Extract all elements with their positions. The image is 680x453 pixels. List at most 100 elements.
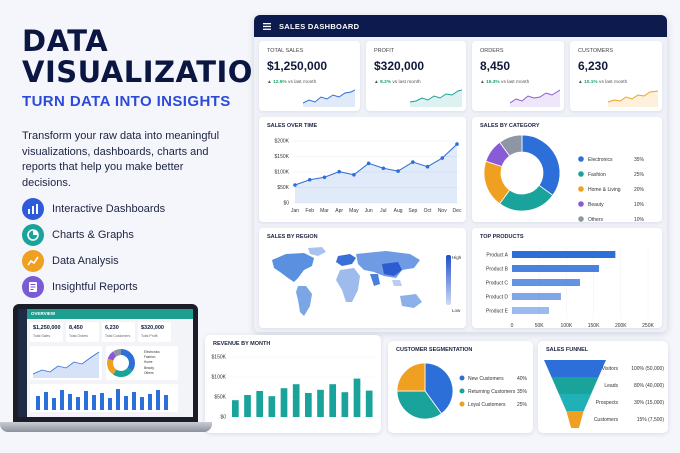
laptop-dashboard: OVERVIEW $1,250,000 Total Sales 8,450 Tota…: [18, 309, 193, 417]
card-title: REVENUE BY MONTH: [213, 341, 271, 347]
laptop-line-chart: [30, 346, 102, 380]
x-tick-label: Aug: [394, 208, 403, 214]
data-point: [366, 161, 371, 166]
card-title: SALES BY REGION: [267, 234, 318, 240]
region-legend-low: Low: [452, 308, 461, 313]
x-tick-label: Sep: [408, 208, 417, 214]
bar-chart-icon: [22, 198, 44, 220]
funnel-value: 15% (7,500): [637, 417, 665, 423]
legend-value: 35%: [634, 157, 645, 163]
kpi-value: 8,450: [480, 59, 511, 73]
sales-by-category-chart: Electronics 35% Fashion 25% Home & Living 20%…: [483, 134, 645, 222]
funnel-stage: [544, 360, 606, 377]
pie-slice: [499, 134, 523, 157]
laptop-kpi: 8,450 Total Orders: [66, 322, 99, 342]
card-title: SALES FUNNEL: [546, 347, 589, 353]
legend-label: Fashion: [588, 172, 606, 178]
legend-swatch: [578, 186, 584, 192]
legend-value: 35%: [517, 389, 528, 395]
x-tick-label: Jan: [291, 208, 299, 214]
area-fill: [295, 144, 457, 203]
legend-swatch: [459, 388, 465, 394]
legend-swatch: [578, 156, 584, 162]
series-line: [294, 143, 458, 186]
region-legend-high: High: [452, 255, 462, 260]
line-chart-icon: [22, 250, 44, 272]
legend-swatch: [578, 201, 584, 207]
funnel-value: 80% (40,000): [634, 383, 664, 389]
bar: [512, 279, 580, 286]
bar: [512, 307, 549, 314]
sales-funnel-chart: Visitors 100% (50,000) Leads 80% (40,000) Pr…: [544, 360, 665, 428]
x-tick-label: Nov: [438, 208, 447, 214]
kpi-value: $1,250,000: [267, 59, 328, 73]
data-point: [337, 169, 341, 174]
laptop-bar-chart: [30, 384, 178, 412]
kpi-card-customers: CUSTOMERS 6,230 ▲ 10.1% vs last month: [570, 41, 662, 111]
y-tick-label: $150K: [212, 355, 227, 361]
kpi-label: PROFIT: [374, 48, 395, 54]
bar: [268, 396, 276, 417]
x-tick-label: 200K: [615, 323, 627, 328]
sales-over-time-card: SALES OVER TIME $200K $150K $100K $50K $0 Jan…: [259, 117, 466, 222]
feature-item-analysis: Data Analysis: [22, 250, 119, 272]
card-title: SALES OVER TIME: [267, 123, 318, 129]
data-point: [425, 164, 430, 169]
laptop-pie-legend: Electronics Fashion Home Beauty Others: [144, 350, 160, 375]
laptop-sidebar: [18, 309, 27, 417]
world-map: [272, 247, 422, 316]
funnel-label: Customers: [594, 417, 619, 423]
funnel-value: 100% (50,000): [631, 366, 664, 372]
laptop-header: OVERVIEW: [27, 309, 193, 319]
card-title: SALES BY CATEGORY: [480, 123, 540, 129]
data-point: [322, 175, 327, 180]
bar: [329, 384, 337, 417]
x-tick-label: Jul: [380, 208, 386, 214]
bar: [365, 390, 373, 417]
funnel-stage: [558, 394, 592, 411]
legend-swatch: [578, 171, 584, 177]
kpi-label: CUSTOMERS: [578, 48, 614, 54]
y-tick-label: $0: [283, 201, 289, 207]
kpi-card-total-sales: TOTAL SALES $1,250,000 ▲ 12.5% vs last m…: [259, 41, 360, 111]
bar: [244, 395, 251, 417]
y-tick-label: $50K: [277, 185, 289, 191]
top-products-card: TOP PRODUCTS 0 50K 100K 150K 200K 250K Product…: [472, 228, 662, 328]
revenue-by-month-chart: $150K $100K $50K $0: [212, 355, 375, 421]
legend-label: Returning Customers: [468, 389, 516, 395]
bar: [256, 391, 264, 417]
kpi-sparkline: [303, 89, 355, 107]
pie-slice: [396, 362, 426, 392]
region-color-scale: [446, 255, 451, 305]
bar: [232, 400, 239, 417]
bar: [512, 251, 616, 258]
dashboard-title: SALES DASHBOARD: [279, 21, 360, 31]
funnel-label: Visitors: [602, 366, 619, 372]
customer-segmentation-card: CUSTOMER SEGMENTATION New Customers 40% Re…: [388, 341, 533, 433]
menu-icon[interactable]: [263, 22, 271, 30]
data-point: [352, 172, 356, 177]
kpi-card-profit: PROFIT $320,000 ▲ 8.2% vs last month: [366, 41, 466, 111]
funnel-stage: [566, 411, 584, 428]
feature-item-dashboards: Interactive Dashboards: [22, 198, 165, 220]
laptop-screen: OVERVIEW $1,250,000 Total Sales 8,450 Tota…: [13, 304, 198, 422]
data-point: [411, 160, 415, 164]
x-tick-label: 0: [511, 323, 514, 328]
legend-value: 25%: [634, 172, 645, 178]
kpi-delta: ▲ 8.2% vs last month: [374, 80, 421, 85]
legend-label: Beauty: [588, 202, 604, 208]
legend-label: New Customers: [468, 376, 504, 382]
feature-label: Charts & Graphs: [52, 229, 134, 241]
laptop-kpi: 6,230 Total Customers: [102, 322, 135, 342]
data-point: [396, 169, 400, 173]
x-tick-label: May: [349, 208, 359, 214]
sales-funnel-card: SALES FUNNEL Visitors 100% (50,000) Leads 8…: [538, 341, 668, 433]
x-tick-label: Apr: [335, 208, 343, 214]
legend-value: 10%: [634, 217, 645, 222]
y-tick-label: $100K: [275, 170, 290, 176]
category-label: Product D: [486, 295, 509, 301]
y-tick-label: $50K: [214, 395, 226, 401]
kpi-sparkline: [510, 89, 560, 107]
bar: [317, 389, 324, 417]
